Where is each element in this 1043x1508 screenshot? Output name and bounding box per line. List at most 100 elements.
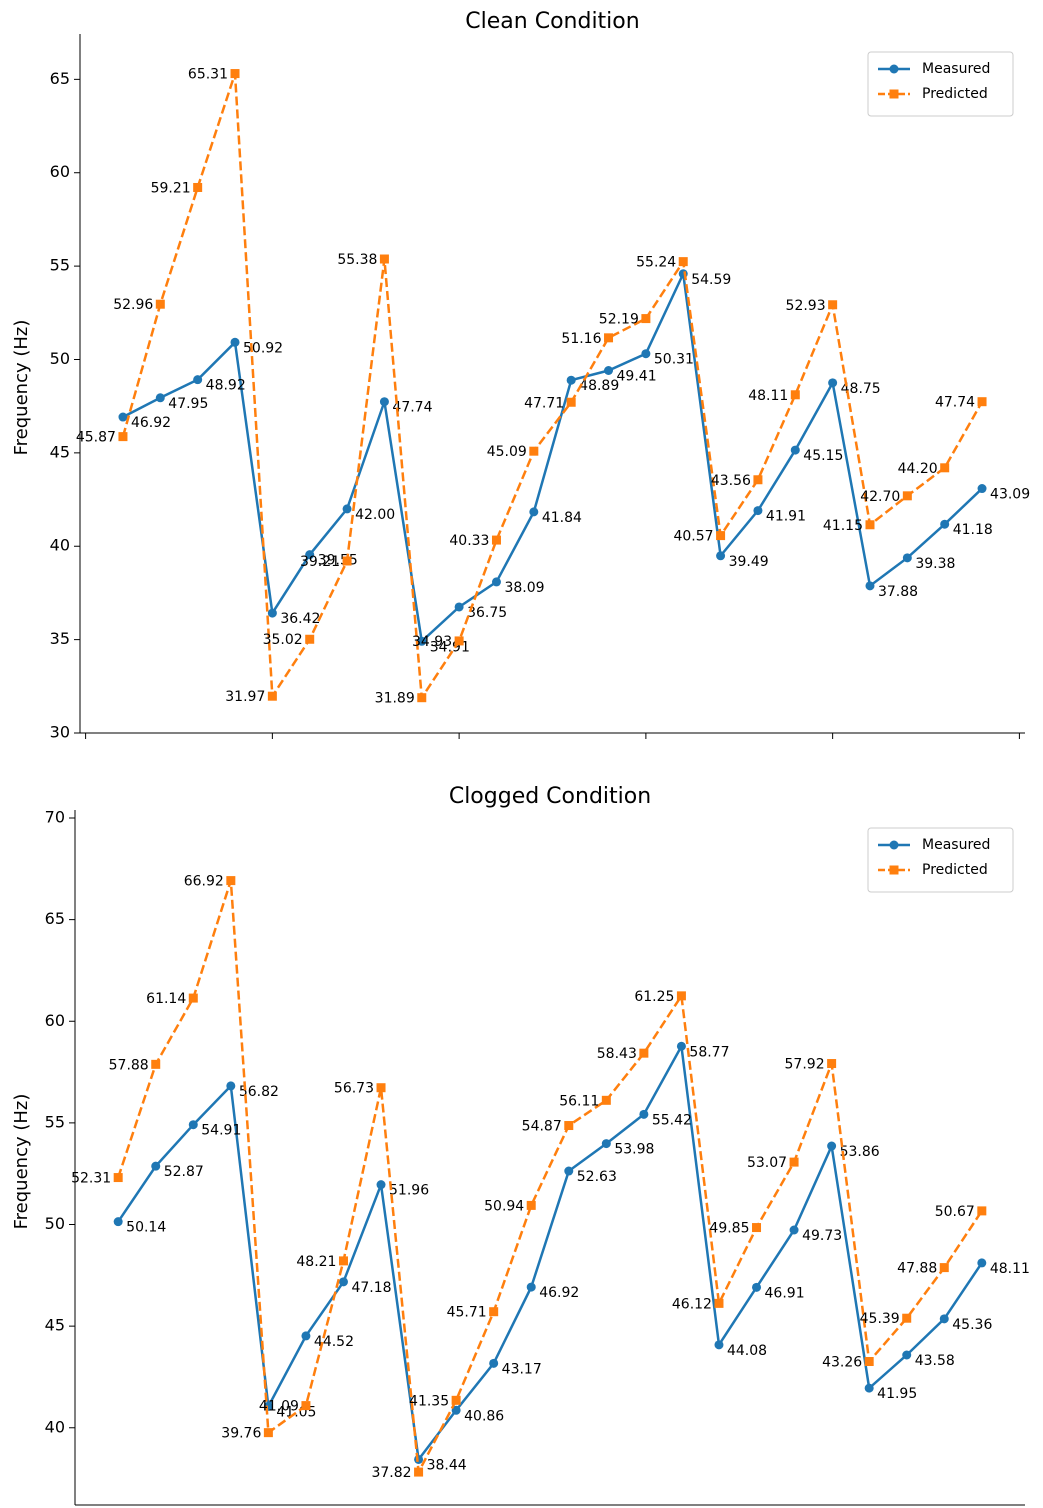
data-label: 52.87 [164, 1164, 204, 1180]
marker [188, 1120, 198, 1130]
data-label: 46.12 [672, 1296, 712, 1312]
data-label: 52.19 [599, 312, 639, 328]
marker [188, 993, 198, 1003]
data-label: 58.43 [597, 1046, 637, 1062]
marker [977, 1258, 987, 1268]
data-label: 54.87 [522, 1119, 562, 1135]
marker [977, 397, 987, 407]
marker [752, 1223, 762, 1233]
marker [379, 397, 389, 407]
marker [414, 1467, 424, 1477]
marker [639, 1109, 649, 1119]
data-label: 43.17 [502, 1361, 542, 1377]
data-label: 55.38 [337, 252, 377, 268]
data-label: 47.74 [392, 400, 432, 416]
marker [226, 876, 236, 886]
y-tick-label: 55 [50, 256, 70, 275]
marker [151, 1161, 161, 1171]
legend-marker [889, 64, 899, 74]
marker [267, 608, 277, 618]
marker [902, 1313, 912, 1323]
data-label: 41.18 [953, 522, 993, 538]
marker [151, 1059, 161, 1069]
marker [714, 1340, 724, 1350]
data-label: 48.11 [748, 388, 788, 404]
data-label: 43.58 [915, 1353, 955, 1369]
marker [301, 1401, 311, 1411]
data-label: 46.92 [539, 1285, 579, 1301]
data-label: 45.71 [447, 1305, 487, 1321]
marker [753, 475, 763, 485]
marker [376, 1180, 386, 1190]
y-axis-label: Frequency (Hz) [11, 1094, 32, 1230]
series-line [121, 73, 984, 702]
y-tick-label: 55 [45, 1112, 65, 1131]
data-label: 41.84 [542, 510, 582, 526]
data-label: 42.70 [860, 489, 900, 505]
data-label: 53.98 [614, 1142, 654, 1158]
marker [379, 254, 389, 264]
data-label: 43.09 [990, 487, 1030, 503]
data-label: 39.49 [729, 554, 769, 570]
data-label: 40.33 [449, 533, 489, 549]
data-label: 36.75 [467, 605, 507, 621]
legend-marker [889, 865, 899, 875]
marker [451, 1395, 461, 1405]
marker [417, 693, 427, 703]
marker [342, 504, 352, 514]
marker [454, 636, 464, 646]
data-label: 38.44 [427, 1457, 467, 1473]
data-label: 41.15 [823, 518, 863, 534]
marker [902, 491, 912, 501]
marker [977, 484, 987, 494]
data-label: 55.42 [652, 1112, 692, 1128]
marker [753, 506, 763, 516]
marker [338, 1277, 348, 1287]
legend-label: Measured [922, 837, 990, 853]
data-label: 41.09 [259, 1399, 299, 1415]
legend-marker [889, 89, 899, 99]
marker [641, 314, 651, 324]
y-tick-label: 60 [50, 162, 70, 181]
marker [789, 1225, 799, 1235]
data-label: 50.92 [243, 340, 283, 356]
data-label: 50.31 [654, 352, 694, 368]
y-tick-label: 30 [50, 723, 70, 742]
marker [226, 1081, 236, 1091]
data-label: 61.25 [634, 989, 674, 1005]
marker [526, 1200, 536, 1210]
data-label: 47.95 [168, 396, 208, 412]
data-label: 57.88 [109, 1057, 149, 1073]
marker [827, 1141, 837, 1151]
marker [491, 577, 501, 587]
marker [902, 1350, 912, 1360]
marker [263, 1428, 273, 1438]
data-label: 52.93 [786, 298, 826, 314]
marker [564, 1166, 574, 1176]
marker [828, 300, 838, 310]
data-label: 58.77 [689, 1044, 729, 1060]
chart-title: Clogged Condition [449, 784, 651, 809]
marker [865, 581, 875, 591]
data-label: 34.93 [412, 634, 452, 650]
marker [716, 531, 726, 541]
data-label: 43.26 [822, 1355, 862, 1371]
data-label: 31.89 [375, 691, 415, 707]
data-label: 43.56 [711, 473, 751, 489]
y-tick-label: 35 [50, 629, 70, 648]
data-label: 40.57 [673, 529, 713, 545]
marker [338, 1256, 348, 1266]
data-label: 52.63 [577, 1169, 617, 1185]
marker [113, 1173, 123, 1183]
marker [526, 1282, 536, 1292]
data-label: 35.02 [263, 632, 303, 648]
marker [118, 412, 128, 422]
data-label: 44.20 [898, 461, 938, 477]
data-label: 51.96 [389, 1183, 429, 1199]
marker [305, 550, 315, 560]
data-label: 41.91 [766, 509, 806, 525]
marker [601, 1139, 611, 1149]
marker [752, 1282, 762, 1292]
data-label: 48.11 [990, 1261, 1030, 1277]
